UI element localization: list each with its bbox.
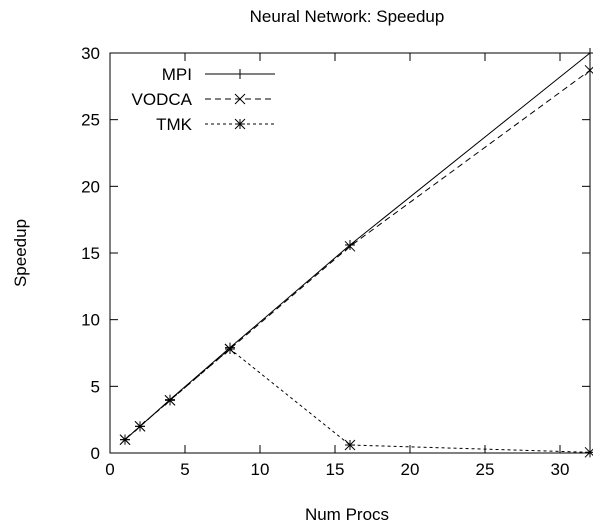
y-tick-label: 25	[81, 111, 100, 130]
data-point-tmk	[119, 434, 131, 446]
legend-label-mpi: MPI	[162, 65, 192, 84]
data-point-tmk	[344, 439, 356, 451]
legend: MPI VODCA TMK	[132, 65, 275, 134]
data-point-tmk	[134, 420, 146, 432]
x-axis: 0 5 10 15 20 25 30	[105, 53, 569, 479]
x-tick-label: 25	[476, 460, 495, 479]
data-point-mpi	[345, 240, 355, 250]
series-line-mpi	[124, 52, 591, 441]
legend-label-vodca: VODCA	[132, 90, 193, 109]
data-point-vodca	[344, 240, 356, 252]
x-tick-label: 10	[251, 460, 270, 479]
series-layer	[119, 48, 593, 458]
x-tick-label: 30	[551, 460, 570, 479]
y-tick-label: 30	[81, 44, 100, 63]
data-point-tmk	[164, 394, 176, 406]
y-tick-label: 15	[81, 244, 100, 263]
x-tick-label: 15	[326, 460, 345, 479]
x-axis-label: Num Procs	[305, 505, 389, 524]
data-point-mpi	[585, 48, 593, 58]
x-tick-label: 5	[180, 460, 189, 479]
plot-area	[109, 52, 591, 454]
legend-label-tmk: TMK	[156, 115, 193, 134]
legend-marker-mpi	[235, 69, 245, 79]
y-axis-label: Speedup	[11, 219, 30, 287]
y-tick-label: 10	[81, 311, 100, 330]
y-tick-label: 5	[91, 377, 100, 396]
series-line-tmk	[124, 348, 591, 453]
series-line-vodca	[124, 69, 591, 441]
y-tick-label: 0	[91, 444, 100, 463]
legend-marker-vodca	[234, 93, 246, 105]
y-tick-label: 20	[81, 177, 100, 196]
data-point-tmk	[584, 446, 593, 458]
x-tick-label: 20	[401, 460, 420, 479]
x-tick-label: 0	[105, 460, 114, 479]
data-point-tmk	[224, 343, 236, 355]
data-point-vodca	[584, 64, 593, 76]
y-axis: 0 5 10 15 20 25 30	[81, 44, 590, 463]
chart-title: Neural Network: Speedup	[250, 7, 445, 26]
legend-marker-tmk	[234, 118, 246, 130]
